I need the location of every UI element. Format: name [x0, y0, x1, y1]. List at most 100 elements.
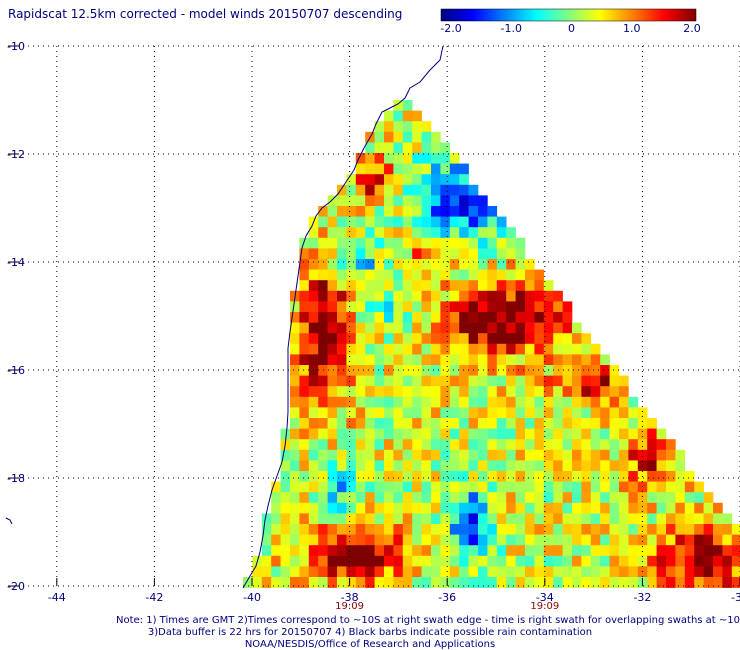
wind-cell: [600, 502, 610, 514]
wind-cell: [590, 513, 601, 525]
wind-cell: [468, 545, 479, 557]
wind-cell: [637, 524, 648, 535]
wind-cell: [384, 577, 394, 588]
wind-cell: [393, 513, 404, 525]
wind-cell: [346, 492, 357, 504]
wind-cell: [318, 566, 328, 578]
wind-cell: [440, 153, 451, 164]
wind-cell: [562, 312, 573, 323]
wind-cell: [534, 502, 545, 514]
wind-cell: [346, 439, 357, 451]
wind-cell: [431, 386, 441, 398]
wind-cell: [572, 354, 582, 366]
wind-cell: [694, 534, 704, 546]
wind-cell: [449, 524, 460, 535]
wind-cell: [365, 407, 375, 419]
wind-cell: [346, 322, 357, 334]
wind-cell: [515, 481, 526, 493]
wind-cell: [374, 365, 385, 376]
wind-cell: [628, 545, 639, 557]
wind-cell: [684, 545, 695, 557]
wind-cell: [647, 566, 657, 578]
wind-cell: [355, 343, 366, 355]
wind-cell: [496, 365, 507, 376]
wind-cell: [478, 534, 488, 546]
wind-cell: [478, 365, 488, 376]
wind-cell: [487, 439, 498, 451]
wind-cell: [431, 290, 441, 302]
wind-cell: [440, 333, 451, 345]
wind-cell: [468, 502, 479, 514]
wind-cell: [562, 513, 573, 525]
wind-cell: [656, 449, 667, 461]
wind-cell: [431, 481, 441, 493]
wind-cell: [421, 365, 432, 376]
wind-cell: [628, 513, 639, 525]
wind-cell: [402, 142, 413, 154]
wind-cell: [506, 418, 516, 429]
wind-cell: [318, 534, 328, 546]
wind-cell: [496, 460, 507, 472]
wind-cell: [393, 174, 404, 186]
wind-cell: [543, 502, 554, 514]
wind-cell: [525, 502, 535, 514]
wind-cell: [440, 534, 451, 546]
wind-cell: [308, 481, 319, 493]
wind-cell: [496, 407, 507, 419]
wind-cell: [271, 577, 281, 588]
wind-cell: [384, 333, 394, 345]
wind-cell: [440, 460, 451, 472]
wind-cell: [280, 513, 291, 525]
wind-cell: [308, 312, 319, 323]
wind-cell: [384, 301, 394, 313]
wind-cell: [468, 428, 479, 440]
wind-cell: [440, 301, 451, 313]
wind-cell: [280, 471, 291, 482]
wind-cell: [365, 354, 375, 366]
wind-cell: [440, 259, 451, 270]
wind-cell: [619, 386, 629, 398]
wind-cell: [478, 301, 488, 313]
wind-cell: [365, 460, 375, 472]
wind-cell: [562, 365, 573, 376]
wind-cell: [459, 418, 469, 429]
wind-cell: [421, 407, 432, 419]
wind-cell: [487, 418, 498, 429]
wind-cell: [280, 566, 291, 578]
wind-cell: [374, 386, 385, 398]
wind-cell: [525, 280, 535, 292]
wind-cell: [308, 280, 319, 292]
wind-cell: [609, 439, 620, 451]
wind-cell: [374, 513, 385, 525]
wind-cell: [600, 545, 610, 557]
wind-cell: [713, 545, 723, 557]
wind-cell: [318, 227, 328, 239]
wind-cell: [355, 248, 366, 260]
wind-cell: [619, 396, 629, 408]
wind-cell: [374, 481, 385, 493]
wind-cell: [355, 354, 366, 366]
wind-cell: [675, 555, 686, 567]
wind-cell: [346, 534, 357, 546]
wind-cell: [562, 460, 573, 472]
wind-cell: [431, 566, 441, 578]
wind-cell: [590, 439, 601, 451]
wind-cell: [703, 513, 714, 525]
wind-cell: [609, 365, 620, 376]
wind-cell: [384, 471, 394, 482]
wind-cell: [365, 396, 375, 408]
latitude-label: -16: [7, 364, 25, 377]
wind-cell: [308, 375, 319, 387]
wind-cell: [337, 248, 347, 260]
wind-cell: [619, 449, 629, 461]
wind-cell: [543, 280, 554, 292]
wind-cell: [496, 492, 507, 504]
wind-cell: [337, 206, 347, 217]
wind-cell: [318, 301, 328, 313]
wind-cell: [402, 481, 413, 493]
wind-cell: [534, 280, 545, 292]
wind-cell: [506, 449, 516, 461]
wind-cell: [421, 481, 432, 493]
wind-cell: [553, 354, 563, 366]
wind-cell: [280, 534, 291, 546]
